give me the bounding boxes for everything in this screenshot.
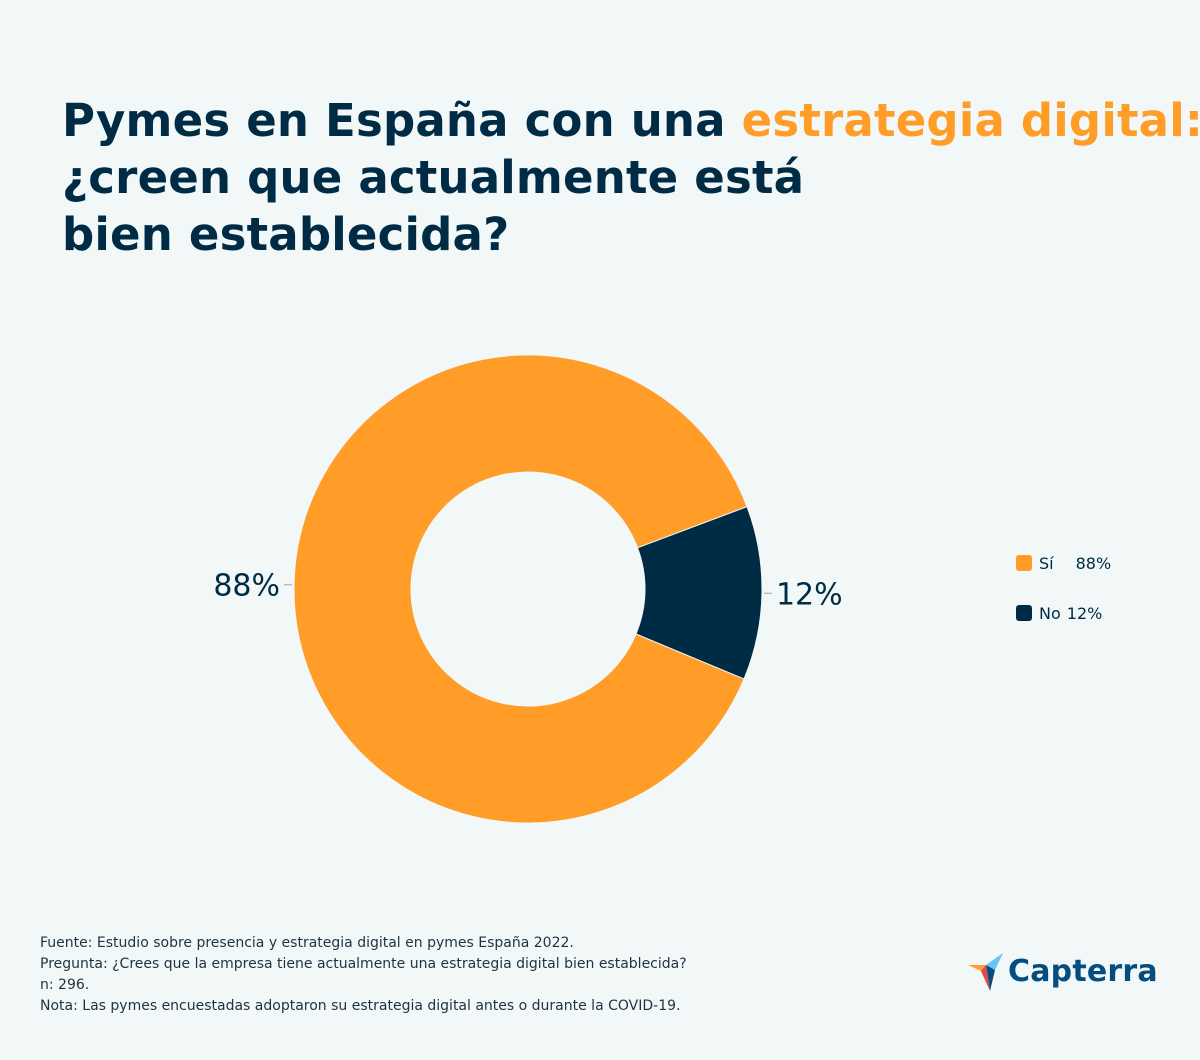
footnote-sample: n: 296.: [40, 977, 90, 993]
donut-slice-si[interactable]: [293, 354, 748, 824]
chart-title: Pymes en España con una estrategia digit…: [62, 92, 1200, 263]
title-line-2: ¿creen que actualmente está: [62, 151, 805, 205]
legend-label-no: No: [1039, 603, 1061, 623]
capterra-logo[interactable]: Capterra: [966, 950, 1158, 992]
legend: Sí 88% No 12%: [1016, 552, 1111, 652]
donut-slice-no[interactable]: [635, 506, 763, 680]
capterra-arrow-icon: [968, 953, 1003, 991]
legend-item-si[interactable]: Sí 88%: [1016, 552, 1111, 574]
legend-label-si: Sí: [1039, 553, 1054, 573]
legend-swatch-si: [1016, 555, 1032, 571]
legend-item-no[interactable]: No 12%: [1016, 602, 1111, 624]
legend-value-no: 12%: [1066, 603, 1103, 623]
title-line-3: bien establecida?: [62, 208, 510, 262]
data-label-si: 88%: [213, 569, 280, 604]
title-line-1: Pymes en España con una estrategia digit…: [62, 92, 1200, 149]
footnote-question: Pregunta: ¿Crees que la empresa tiene ac…: [40, 956, 687, 972]
footnote-source: Fuente: Estudio sobre presencia y estrat…: [40, 935, 574, 951]
capterra-logo-text: Capterra: [1008, 953, 1158, 989]
legend-value-si: 88%: [1075, 553, 1112, 573]
title-accent: estrategia digital:: [741, 94, 1200, 148]
footnote-note: Nota: Las pymes encuestadas adoptaron su…: [40, 998, 681, 1014]
data-label-no: 12%: [776, 577, 843, 612]
legend-swatch-no: [1016, 605, 1032, 621]
footnote: Fuente: Estudio sobre presencia y estrat…: [40, 933, 687, 1017]
